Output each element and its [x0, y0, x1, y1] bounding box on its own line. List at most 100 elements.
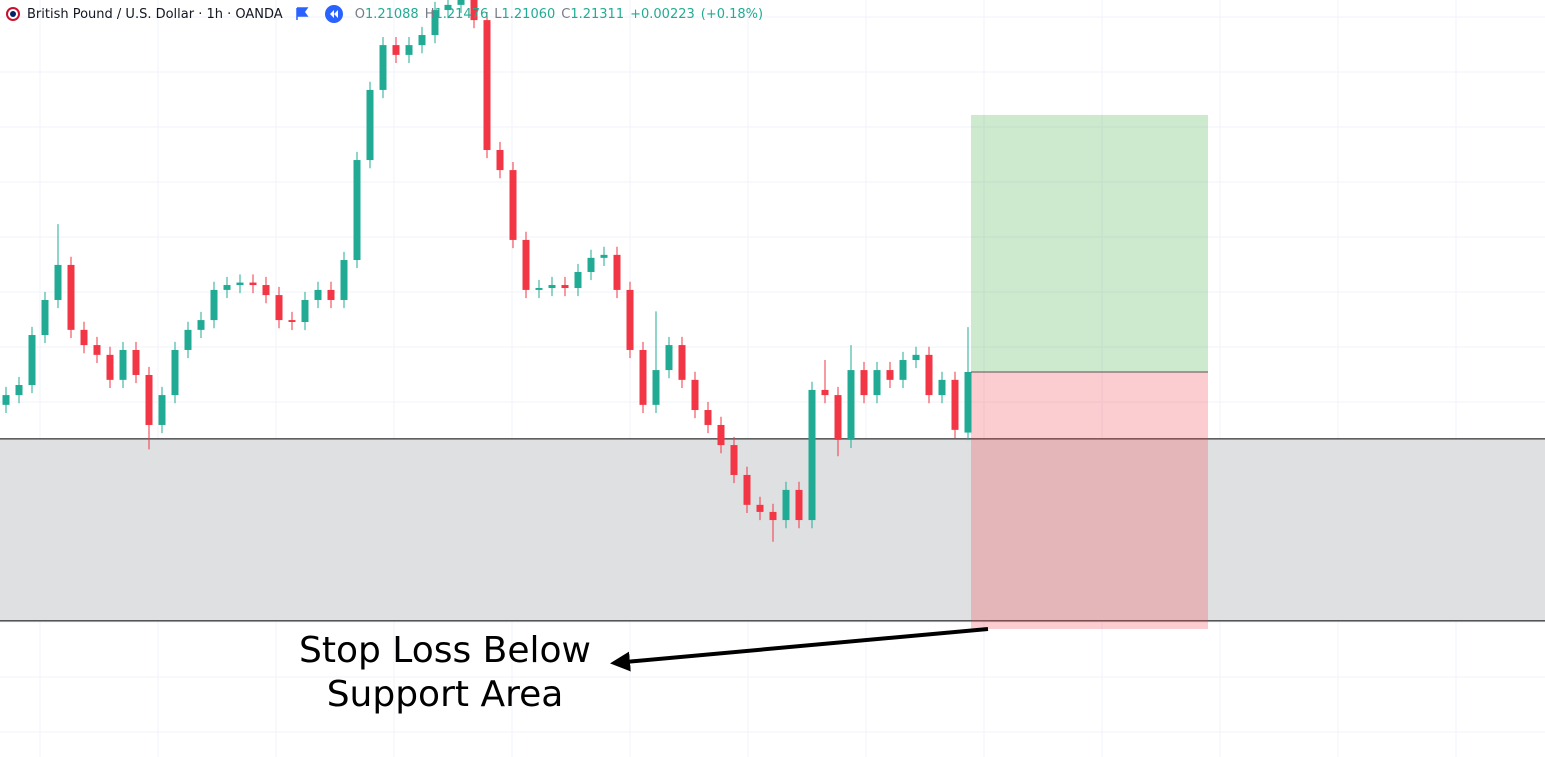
candle-body [28, 335, 36, 386]
legend-header: British Pound / U.S. Dollar · 1h · OANDA… [0, 0, 769, 28]
candle-body [587, 257, 595, 272]
candle-body [873, 370, 881, 396]
candle-body [379, 45, 387, 90]
candle-body [899, 360, 907, 380]
flag-button[interactable] [295, 7, 309, 21]
candle-body [457, 0, 465, 5]
candles [2, 0, 972, 542]
annotation-arrow [610, 627, 989, 672]
candle-body [860, 370, 868, 396]
candle-body [548, 285, 556, 289]
candle-body [964, 371, 972, 433]
candle-body [15, 385, 23, 396]
candle-body [717, 424, 725, 446]
candle-body [67, 264, 75, 330]
candle-body [418, 35, 426, 46]
candle-body [301, 299, 309, 322]
candle-body [106, 354, 114, 380]
candle-body [886, 370, 894, 380]
candle-body [444, 4, 452, 11]
candle-body [561, 285, 569, 289]
candle-body [366, 89, 374, 161]
candle-body [730, 445, 738, 475]
candle-body [938, 379, 946, 396]
ohlc-key: L [494, 6, 502, 22]
candle-body [639, 349, 647, 405]
candle-body [262, 285, 270, 296]
candle-body [470, 0, 478, 21]
ohlc-key: H [424, 6, 435, 22]
candle-body [223, 285, 231, 290]
ohlc-values: O1.21088 H1.21476 L1.21060 C1.21311 +0.00223… [355, 7, 769, 22]
candle-body [782, 489, 790, 521]
candle-body [197, 320, 205, 330]
candle-body [41, 299, 49, 336]
candle-body [483, 20, 491, 150]
ohlc-value: 1.21060 [501, 6, 556, 22]
candle-body [704, 410, 712, 425]
candle-body [327, 289, 335, 300]
candle-body [405, 45, 413, 55]
candle-body [795, 489, 803, 521]
candle-body [158, 395, 166, 425]
candle-body [353, 160, 361, 261]
candle-body [54, 264, 62, 300]
candle-body [743, 474, 751, 505]
candle-body [808, 389, 816, 521]
candle-body [340, 260, 348, 300]
candle-body [522, 239, 530, 290]
candle-body [925, 354, 933, 396]
candle-body [678, 345, 686, 380]
candle-body [691, 379, 699, 411]
candle-body [93, 345, 101, 355]
candle-body [431, 10, 439, 36]
ohlc-key: C [561, 6, 571, 22]
flag-icon [6, 7, 20, 21]
candle-body [912, 354, 920, 361]
change-percent: (+0.18%) [700, 6, 764, 22]
candle-body [275, 295, 283, 321]
ohlc-value: 1.21476 [434, 6, 489, 22]
replay-button[interactable] [324, 5, 343, 23]
candle-body [119, 349, 127, 380]
candle-body [249, 282, 257, 286]
candle-body [847, 370, 855, 440]
candle-body [236, 282, 244, 286]
profit-zone [971, 114, 1208, 372]
candle-body [184, 329, 192, 350]
ohlc-value: 1.21311 [570, 6, 625, 22]
candle-body [210, 289, 218, 321]
position-tool[interactable] [971, 114, 1208, 630]
candle-body [2, 395, 10, 405]
candle-body [600, 254, 608, 258]
candle-body [951, 379, 959, 430]
candle-body [145, 374, 153, 425]
ohlc-value: 1.21088 [364, 6, 419, 22]
candle-body [821, 389, 829, 396]
candle-body [665, 345, 673, 371]
candle-body [613, 254, 621, 290]
annotation-line: Stop Loss Below [299, 630, 591, 671]
candle-body [834, 395, 842, 440]
loss-zone [971, 371, 1208, 630]
candle-body [509, 170, 517, 240]
candle-body [574, 271, 582, 289]
candle-body [769, 511, 777, 521]
candle-body [132, 349, 140, 375]
candle-body [652, 370, 660, 405]
ohlc-key: O [354, 6, 365, 22]
candle-body [80, 329, 88, 346]
change-value: +0.00223 [630, 6, 695, 22]
candle-body [171, 349, 179, 396]
candle-body [496, 149, 504, 171]
candle-body [314, 289, 322, 300]
candle-body [288, 320, 296, 322]
candle-body [535, 288, 543, 290]
symbol-title[interactable]: British Pound / U.S. Dollar · 1h · OANDA [27, 6, 283, 22]
candle-body [626, 289, 634, 350]
candle-body [392, 45, 400, 55]
annotation-line: Support Area [327, 674, 564, 715]
